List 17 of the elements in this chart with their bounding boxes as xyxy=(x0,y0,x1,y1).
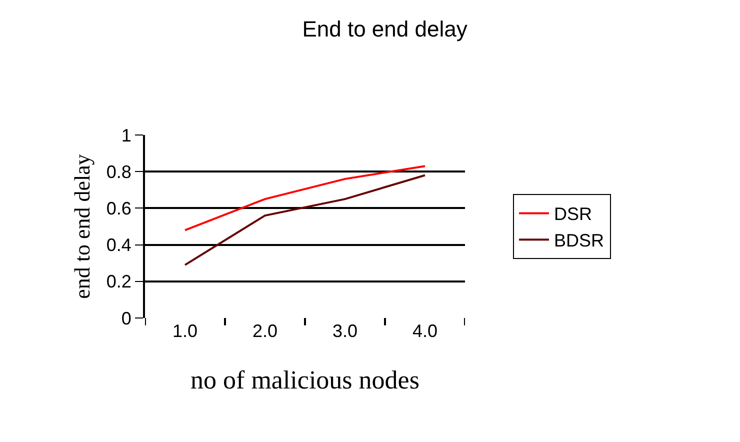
y-tick-label: 0.2 xyxy=(106,272,132,292)
legend-label: BDSR xyxy=(554,230,604,251)
line-series xyxy=(184,174,426,266)
x-tick-label: 1.0 xyxy=(172,321,198,341)
y-axis-title: end to end delay xyxy=(70,154,95,299)
x-tick-label: 3.0 xyxy=(332,321,358,341)
y-tick-label: 0 xyxy=(121,308,132,328)
x-tick-label: 2.0 xyxy=(252,321,278,341)
x-tick-label: 4.0 xyxy=(412,321,438,341)
y-tick-label: 0.8 xyxy=(106,162,132,182)
x-axis-title: no of malicious nodes xyxy=(190,366,420,395)
y-tick-label: 0.6 xyxy=(106,198,132,218)
line-series xyxy=(184,165,426,232)
y-tick-label: 0.4 xyxy=(106,235,132,256)
legend-label: DSR xyxy=(554,204,592,224)
y-tick-label: 1 xyxy=(121,125,132,146)
chart-title: End to end delay xyxy=(302,16,468,42)
